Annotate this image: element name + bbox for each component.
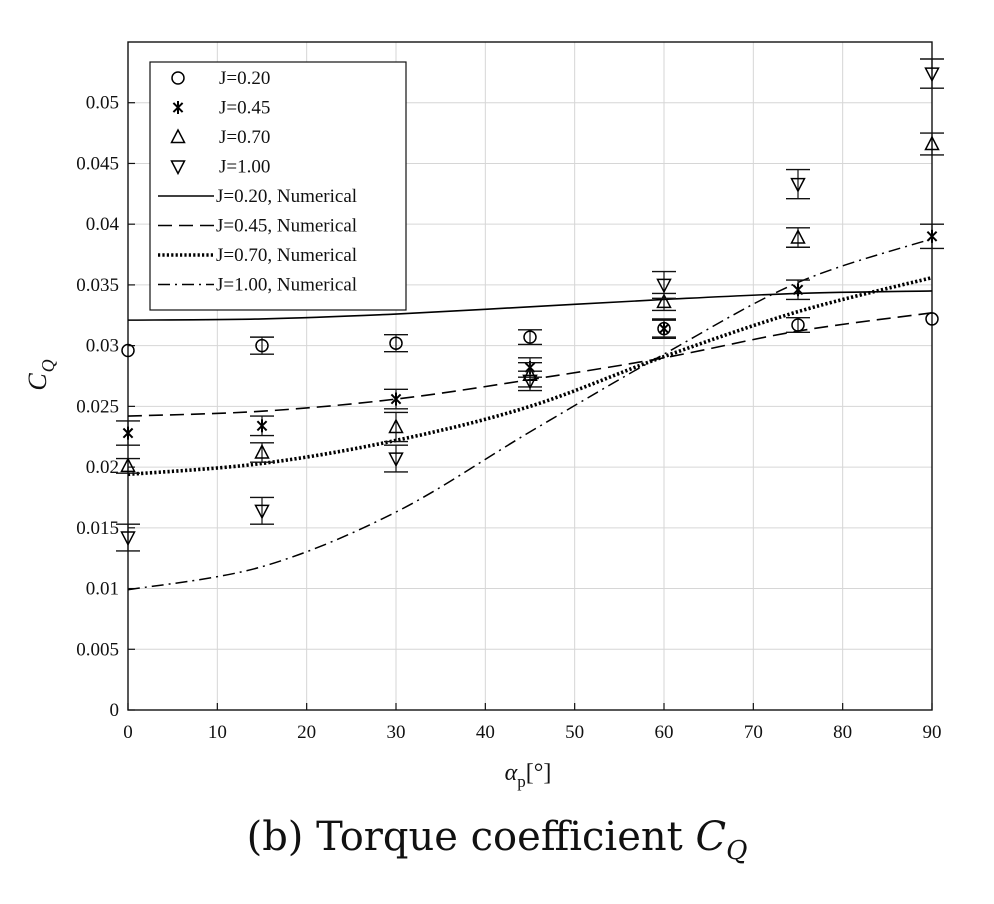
y-tick-label: 0.015 xyxy=(76,518,119,539)
y-tick-label: 0.005 xyxy=(76,639,119,660)
x-tick-label: 90 xyxy=(923,722,942,743)
error-bar xyxy=(786,168,810,200)
x-axis-label-suffix: [°] xyxy=(526,760,552,786)
y-tick-label: 0.03 xyxy=(86,336,119,357)
legend-box xyxy=(149,61,407,311)
data-point-triangle-down xyxy=(120,531,136,547)
y-axis-label: CQ xyxy=(23,359,58,390)
y-axis-label-sub: Q xyxy=(38,359,58,372)
data-point-circle xyxy=(791,318,805,332)
plot-frame xyxy=(127,41,933,711)
data-point-triangle-up xyxy=(254,443,270,459)
legend-entry: J=1.00, Numerical xyxy=(158,275,357,296)
y-tick-label: 0.035 xyxy=(76,275,119,296)
legend-entry: J=0.70, Numerical xyxy=(158,245,357,266)
error-bar xyxy=(518,329,542,346)
data-point-triangle-down xyxy=(254,504,270,520)
error-bar xyxy=(384,444,408,473)
data-point-star xyxy=(926,229,938,243)
error-bar xyxy=(384,411,408,443)
data-point-star xyxy=(256,419,268,433)
legend-entry: J=0.45, Numerical xyxy=(158,216,357,237)
legend-label: J=0.20 xyxy=(219,68,270,89)
legend-entry: J=0.20 xyxy=(171,68,270,89)
data-point-triangle-down xyxy=(790,177,806,193)
error-bar xyxy=(786,317,810,333)
legend-label: J=0.45 xyxy=(219,98,270,119)
data-point-triangle-down xyxy=(388,452,404,468)
data-point-circle xyxy=(925,312,939,326)
data-point-triangle-up xyxy=(120,457,136,473)
legend-marker-triangle-down xyxy=(170,160,186,176)
data-point-triangle-up xyxy=(388,418,404,434)
y-tick-label: 0.04 xyxy=(86,214,120,235)
y-tick-label: 0.05 xyxy=(86,93,119,114)
x-tick-label: 60 xyxy=(655,722,674,743)
caption-subscript: Q xyxy=(726,836,748,866)
legend-label: J=1.00, Numerical xyxy=(216,275,357,296)
data-point-triangle-down xyxy=(522,374,538,390)
error-bar xyxy=(652,270,676,299)
data-point-triangle-up xyxy=(656,293,672,309)
x-axis-label-main: α xyxy=(505,760,518,786)
y-axis-ticks: 0 0.005 0.01 0.015 0.02 0.025 0.03 0.035 0.04 0.0… xyxy=(76,93,135,721)
data-point-circle xyxy=(389,336,403,350)
legend-label: J=0.45, Numerical xyxy=(216,216,357,237)
legend-marker-star xyxy=(172,101,184,114)
x-axis-label-sub: p xyxy=(517,772,526,791)
experimental-points xyxy=(116,58,944,552)
x-tick-label: 70 xyxy=(744,722,763,743)
caption-symbol: C xyxy=(695,814,727,860)
legend: J=0.20 J=0.45 J=0.70 J=1.00 J=0.20, Numerica… xyxy=(149,61,407,311)
error-bar xyxy=(116,523,140,552)
x-tick-label: 30 xyxy=(387,722,406,743)
y-tick-label: 0 xyxy=(110,700,120,721)
x-tick-label: 20 xyxy=(297,722,316,743)
y-axis-label-main: C xyxy=(23,373,52,391)
data-point-star xyxy=(390,392,402,406)
legend-label: J=0.20, Numerical xyxy=(216,186,357,207)
data-point-star xyxy=(658,322,670,336)
legend-entry: J=0.20, Numerical xyxy=(158,186,357,207)
legend-label: J=0.70, Numerical xyxy=(216,245,357,266)
x-tick-label: 0 xyxy=(123,722,133,743)
x-axis-label: αp[°] xyxy=(505,760,552,791)
data-point-triangle-up xyxy=(790,228,806,244)
y-tick-label: 0.01 xyxy=(86,579,119,600)
legend-entry: J=1.00 xyxy=(170,157,270,178)
data-point-triangle-up xyxy=(924,135,940,151)
data-point-triangle-down xyxy=(656,278,672,294)
x-tick-label: 10 xyxy=(208,722,227,743)
data-point-circle xyxy=(523,330,537,344)
data-point-star xyxy=(122,426,134,440)
data-point-circle xyxy=(255,338,269,353)
y-tick-label: 0.02 xyxy=(86,457,119,478)
data-point-triangle-down xyxy=(924,67,940,83)
error-bar xyxy=(250,496,274,525)
x-tick-label: 80 xyxy=(833,722,852,743)
x-axis-ticks: 0 10 20 30 40 50 60 70 80 90 xyxy=(123,703,942,743)
legend-marker-circle xyxy=(171,71,185,85)
x-tick-label: 50 xyxy=(565,722,584,743)
y-tick-label: 0.025 xyxy=(76,396,119,417)
data-point-star xyxy=(792,283,804,297)
y-tick-label: 0.045 xyxy=(76,153,119,174)
x-tick-label: 40 xyxy=(476,722,495,743)
caption-prefix: (b) Torque coefficient xyxy=(246,814,696,860)
data-point-circle xyxy=(121,343,135,358)
figure-caption: (b) Torque coefficient CQ xyxy=(0,814,994,866)
legend-marker-triangle-up xyxy=(170,128,186,144)
legend-entry: J=0.45 xyxy=(172,98,270,119)
error-bar xyxy=(920,58,944,89)
legend-label: J=1.00 xyxy=(219,157,270,178)
legend-entry: J=0.70 xyxy=(170,127,270,148)
legend-label: J=0.70 xyxy=(219,127,270,148)
